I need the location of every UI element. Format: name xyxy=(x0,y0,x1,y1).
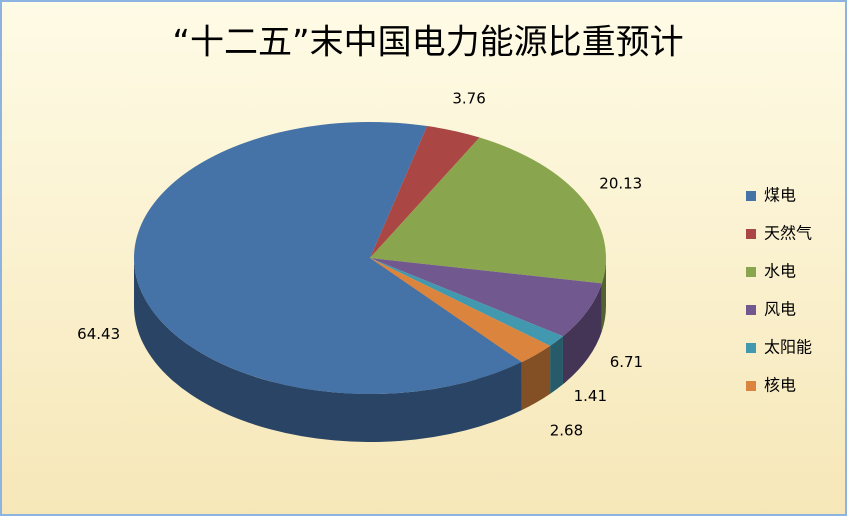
chart-title: “十二五”末中国电力能源比重预计 xyxy=(172,23,683,63)
slice-side xyxy=(550,336,563,394)
data-label: 2.68 xyxy=(550,421,583,439)
slice xyxy=(370,258,551,363)
slice xyxy=(134,122,522,395)
data-label: 6.71 xyxy=(610,353,643,371)
data-label: 64.43 xyxy=(77,325,120,343)
legend-swatch xyxy=(746,191,756,201)
slice-side xyxy=(134,258,522,442)
pie: 64.43 3.76 20.13 6.711.41 2.68 xyxy=(77,90,643,442)
data-label: 20.13 xyxy=(599,175,642,193)
legend-swatch xyxy=(746,305,756,315)
legend-label: 太阳能 xyxy=(764,338,812,357)
data-label: 1.41 xyxy=(574,387,607,405)
slice xyxy=(370,258,602,337)
slice-side xyxy=(521,345,551,411)
legend-label: 水电 xyxy=(764,262,796,281)
legend-swatch xyxy=(746,343,756,353)
slice-side xyxy=(601,258,606,332)
slice xyxy=(370,126,480,259)
legend-swatch xyxy=(746,381,756,391)
legend-swatch xyxy=(746,267,756,277)
data-label: 3.76 xyxy=(452,90,485,108)
legend-label: 核电 xyxy=(764,376,796,395)
slice-side xyxy=(562,283,602,385)
legend-label: 风电 xyxy=(764,300,796,319)
slice xyxy=(370,137,607,284)
legend-swatch xyxy=(746,229,756,239)
legend-label: 天然气 xyxy=(764,224,812,243)
slice xyxy=(370,258,563,346)
legend-label: 煤电 xyxy=(764,186,796,205)
